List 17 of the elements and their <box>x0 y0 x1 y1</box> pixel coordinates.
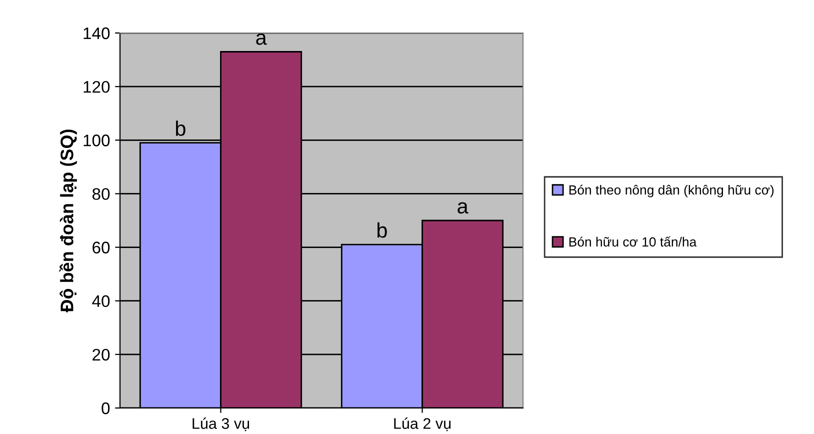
annotation: b <box>176 120 186 136</box>
legend-label: Bón theo nông dân (không hữu cơ) <box>569 184 774 198</box>
x-tick-label: Lúa 2 vụ <box>394 418 451 432</box>
y-tick-label: 120 <box>84 80 110 93</box>
annotation: b <box>378 222 387 238</box>
legend-label: Bón hữu cơ 10 tấn/ha <box>569 236 697 247</box>
y-axis-title: Độ bền đoàn lạp (SQ) <box>59 130 77 312</box>
y-tick-label: 140 <box>84 27 110 40</box>
y-tick-label: 0 <box>102 402 110 414</box>
annotation: a <box>256 33 267 45</box>
x-tick-label: Lúa 3 vụ <box>192 418 250 432</box>
annotation: a <box>458 202 468 214</box>
y-tick-label: 40 <box>92 295 110 308</box>
y-tick-label: 100 <box>84 134 110 146</box>
y-tick-label: 80 <box>92 188 110 200</box>
y-tick-label: 20 <box>92 348 110 361</box>
y-tick-label: 60 <box>92 242 110 254</box>
